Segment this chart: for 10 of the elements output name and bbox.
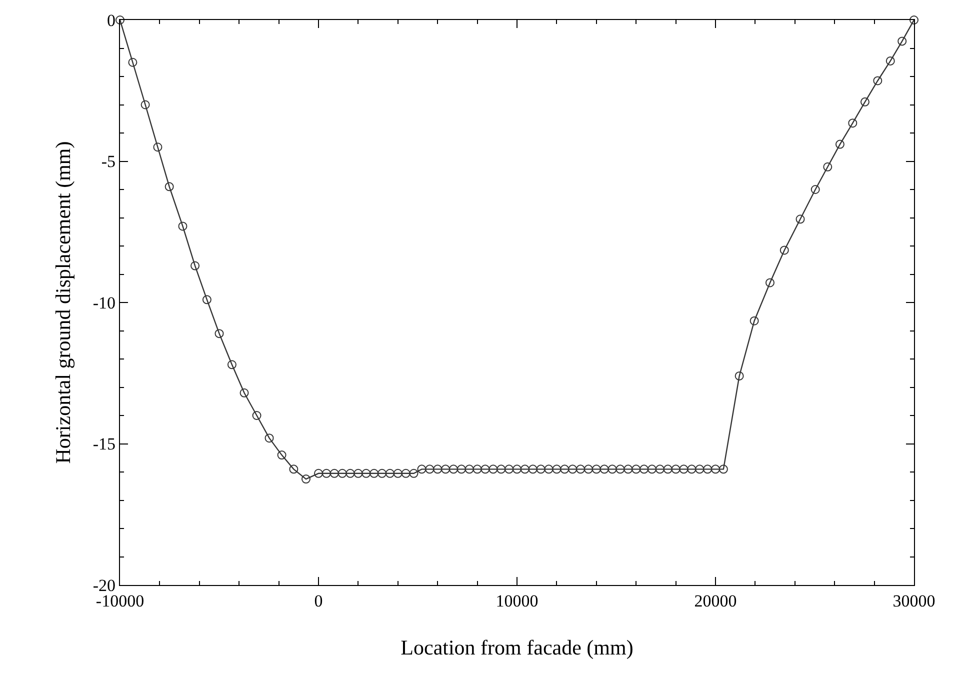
x-tick-label: 10000	[496, 592, 538, 610]
y-tick-label: -15	[92, 434, 116, 454]
y-tick-label: -10	[92, 293, 116, 312]
x-tick-label: 20000	[694, 592, 737, 610]
x-tick-label: 0	[314, 592, 323, 610]
x-tick-label: 30000	[892, 592, 936, 610]
x-axis-title: Location from facade (mm)	[400, 636, 634, 660]
y-tick-label: 0	[107, 10, 116, 30]
y-tick-label: -5	[101, 152, 116, 172]
y-axis-title: Horizontal ground displacement (mm)	[50, 141, 75, 464]
